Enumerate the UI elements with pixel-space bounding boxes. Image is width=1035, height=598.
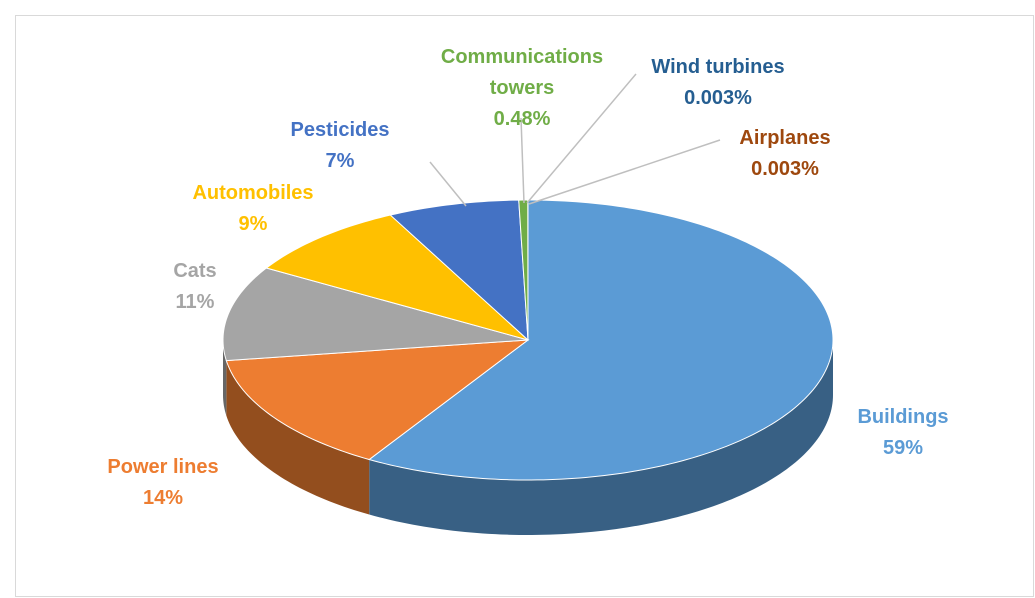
- data-label: Wind turbines 0.003%: [651, 52, 784, 114]
- leader-line: [520, 117, 525, 204]
- data-label: Communications towers 0.48%: [437, 42, 607, 135]
- label-name: Airplanes: [739, 127, 831, 149]
- slice-side: [369, 340, 833, 535]
- data-label: Cats 11%: [173, 256, 216, 318]
- label-value: 7%: [325, 150, 355, 172]
- label-value: 0.003%: [751, 158, 819, 180]
- label-name: Automobiles: [192, 182, 314, 204]
- label-name: Power lines: [107, 456, 219, 478]
- chart-border: [15, 15, 1034, 597]
- label-name: Pesticides: [290, 119, 390, 141]
- label-value: 9%: [238, 213, 268, 235]
- label-name: Communications towers: [440, 46, 604, 99]
- label-value: 59%: [882, 437, 924, 459]
- slice: [225, 339, 530, 461]
- label-name: Wind turbines: [651, 56, 785, 78]
- label-value: 0.48%: [493, 108, 551, 130]
- label-name: Cats: [173, 260, 217, 282]
- slice-side: [226, 360, 370, 515]
- slice: [265, 214, 529, 341]
- data-label: Airplanes 0.003%: [739, 123, 830, 185]
- label-value: 0.003%: [684, 87, 752, 109]
- label-value: 14%: [142, 487, 184, 509]
- slice: [389, 199, 529, 342]
- data-label: Pesticides 7%: [291, 115, 390, 177]
- slice: [222, 267, 529, 362]
- slice: [368, 199, 834, 481]
- label-value: 11%: [175, 291, 215, 313]
- data-label: Automobiles 9%: [192, 178, 313, 240]
- leader-line: [429, 161, 467, 207]
- leader-line: [526, 73, 637, 204]
- label-name: Buildings: [857, 406, 949, 428]
- data-label: Buildings 59%: [857, 402, 948, 464]
- data-label: Power lines 14%: [107, 452, 218, 514]
- leader-line: [528, 139, 721, 205]
